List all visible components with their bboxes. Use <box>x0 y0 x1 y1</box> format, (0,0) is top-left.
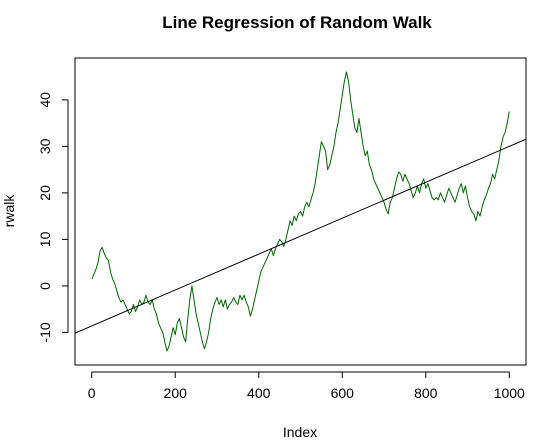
x-tick-label: 1000 <box>494 385 525 401</box>
random-walk-series-line <box>91 71 510 352</box>
y-tick-label: -10 <box>37 322 53 342</box>
x-tick-label: 800 <box>414 385 438 401</box>
x-tick-label: 600 <box>331 385 355 401</box>
x-tick-label: 0 <box>88 385 96 401</box>
y-tick-label: 0 <box>37 282 53 290</box>
x-tick-label: 400 <box>247 385 271 401</box>
plot-frame <box>74 57 527 366</box>
regression-line <box>75 138 526 334</box>
chart-title: Line Regression of Random Walk <box>162 13 432 32</box>
x-tick-label: 200 <box>164 385 188 401</box>
x-axis-label: Index <box>283 424 317 440</box>
y-tick-label: 40 <box>37 92 53 108</box>
plot-area <box>75 71 526 352</box>
y-axis-label: rwalk <box>1 194 17 228</box>
y-tick-label: 10 <box>37 231 53 247</box>
x-axis: 0 200 400 600 800 1000 <box>88 371 525 401</box>
y-tick-label: 30 <box>37 138 53 154</box>
y-tick-label: 20 <box>37 185 53 201</box>
y-axis: -10 0 10 20 30 40 <box>37 92 69 343</box>
